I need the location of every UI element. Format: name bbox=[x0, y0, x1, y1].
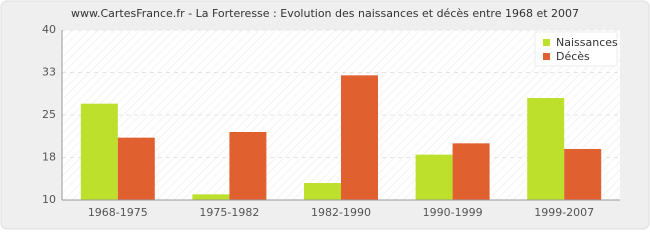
x-tick-label: 1999-2007 bbox=[534, 206, 594, 219]
y-tick-label: 33 bbox=[42, 66, 56, 79]
y-tick-label: 25 bbox=[42, 108, 56, 121]
chart-title: www.CartesFrance.fr - La Forteresse : Ev… bbox=[71, 7, 579, 20]
legend-swatch bbox=[543, 39, 550, 46]
x-tick-label: 1968-1975 bbox=[88, 206, 148, 219]
bar bbox=[229, 132, 267, 200]
x-tick-label: 1975-1982 bbox=[199, 206, 259, 219]
chart: www.CartesFrance.fr - La Forteresse : Ev… bbox=[0, 0, 650, 230]
legend-label: Décès bbox=[556, 50, 590, 63]
bar bbox=[527, 98, 565, 200]
legend-swatch bbox=[543, 53, 550, 60]
legend-box bbox=[534, 31, 618, 67]
x-tick-label: 1990-1999 bbox=[423, 206, 483, 219]
y-tick-label: 18 bbox=[42, 151, 56, 164]
bar bbox=[80, 103, 118, 200]
y-tick-label: 40 bbox=[42, 23, 56, 36]
x-tick-label: 1982-1990 bbox=[311, 206, 371, 219]
bar bbox=[341, 75, 378, 200]
legend-label: Naissances bbox=[556, 36, 618, 49]
bar bbox=[415, 154, 453, 200]
bar bbox=[117, 137, 155, 200]
bar bbox=[304, 183, 341, 200]
y-tick-label: 10 bbox=[42, 193, 56, 206]
bar bbox=[452, 143, 490, 200]
bar bbox=[564, 149, 602, 200]
bar bbox=[192, 194, 230, 200]
